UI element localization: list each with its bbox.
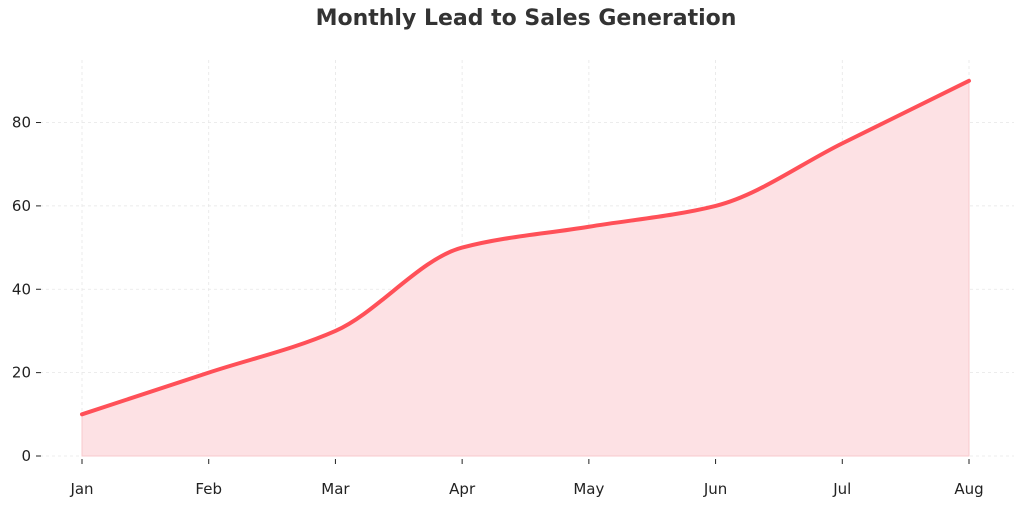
series-line-group [80, 78, 971, 417]
x-tick-label: Feb [195, 480, 222, 498]
series-line [80, 78, 971, 417]
x-tick-label: Mar [321, 480, 350, 498]
x-tick-label: Aug [954, 480, 983, 498]
x-tick-label: Jul [832, 480, 851, 498]
x-tick-label: May [573, 480, 604, 498]
area-fill-group [81, 80, 970, 457]
area-fill [81, 80, 970, 457]
y-tick-label: 40 [12, 280, 31, 298]
axes: 0 20 40 60 80 Jan Feb Mar Apr May Jun Jul Aug [12, 114, 984, 498]
x-tick-label: Jun [703, 480, 727, 498]
y-tick-label: 80 [12, 114, 31, 132]
chart-title: Monthly Lead to Sales Generation [315, 6, 737, 31]
x-tick-label: Jan [69, 480, 93, 498]
y-tick-label: 60 [12, 197, 31, 215]
y-tick-label: 0 [21, 447, 31, 465]
x-tick-label: Apr [449, 480, 476, 498]
y-tick-label: 20 [12, 364, 31, 382]
